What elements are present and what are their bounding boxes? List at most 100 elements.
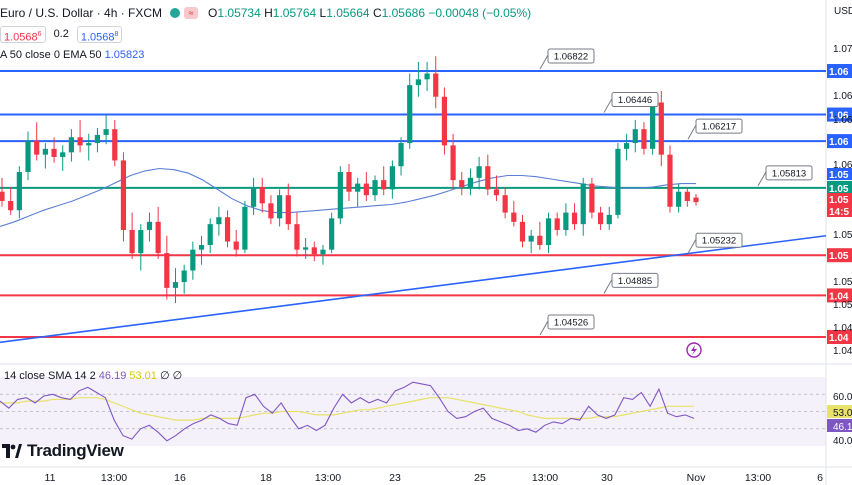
candle-body[interactable] [407, 85, 413, 144]
candle-body[interactable] [268, 203, 274, 219]
candle-body[interactable] [129, 229, 135, 254]
candle-body[interactable] [51, 148, 57, 157]
level-callout[interactable] [547, 314, 595, 330]
candle-body[interactable] [103, 129, 109, 135]
rsi-line[interactable] [0, 381, 695, 442]
candle-body[interactable] [198, 245, 205, 250]
candle-body[interactable] [476, 166, 482, 178]
candle-body[interactable] [86, 143, 92, 146]
candle-body[interactable] [181, 270, 187, 283]
candle-body[interactable] [311, 247, 317, 255]
candle-body[interactable] [580, 183, 586, 225]
candle-body[interactable] [120, 160, 127, 230]
candle-body[interactable] [381, 180, 387, 190]
level-callout[interactable] [695, 232, 743, 248]
candle-body[interactable] [164, 253, 170, 288]
candle-body[interactable] [424, 73, 430, 80]
candle-body[interactable] [554, 218, 560, 230]
candle-body[interactable] [676, 191, 682, 207]
candle-body[interactable] [233, 241, 239, 250]
rsi-sma-line[interactable] [0, 397, 694, 421]
candle-body[interactable] [337, 172, 343, 219]
candle-body[interactable] [693, 197, 699, 203]
candle-body[interactable] [94, 134, 101, 144]
candle-body[interactable] [8, 200, 14, 211]
symbol-title[interactable]: Euro / U.S. Dollar · 4h · FXCM [0, 6, 163, 20]
candle-body[interactable] [285, 195, 291, 225]
candle-body[interactable] [615, 148, 621, 215]
candle-body[interactable] [485, 166, 491, 190]
candle-body[interactable] [571, 212, 578, 225]
lightning-icon[interactable] [686, 342, 702, 358]
candle-body[interactable] [0, 191, 5, 201]
candle-body[interactable] [77, 137, 83, 146]
candle-body[interactable] [537, 235, 543, 246]
candle-body[interactable] [624, 143, 630, 149]
level-callout[interactable] [611, 92, 659, 108]
candle-body[interactable] [277, 195, 283, 219]
candle-body[interactable] [172, 282, 179, 288]
candle-body[interactable] [658, 102, 664, 155]
candle-body[interactable] [650, 102, 656, 149]
candle-body[interactable] [511, 212, 517, 222]
level-callout[interactable] [547, 48, 595, 64]
candle-body[interactable] [667, 154, 673, 207]
level-callout[interactable] [695, 118, 743, 134]
buy-button[interactable]: 1.05688 [76, 25, 123, 43]
candle-body[interactable] [450, 145, 456, 181]
candle-body[interactable] [502, 195, 508, 213]
candle-body[interactable] [346, 172, 352, 192]
candle-body[interactable] [597, 212, 604, 225]
candle-body[interactable] [563, 212, 569, 230]
candle-body[interactable] [684, 191, 690, 201]
candle-body[interactable] [294, 224, 300, 250]
candle-body[interactable] [459, 180, 465, 188]
candle-body[interactable] [25, 140, 31, 173]
candle-body[interactable] [138, 229, 144, 254]
candle-body[interactable] [441, 96, 448, 146]
candle-body[interactable] [68, 137, 74, 153]
candle-body[interactable] [320, 249, 326, 255]
level-callout[interactable] [611, 272, 659, 288]
candle-body[interactable] [493, 189, 500, 196]
candle-body[interactable] [259, 187, 265, 204]
candle-body[interactable] [329, 218, 335, 250]
candle-body[interactable] [433, 73, 439, 97]
candle-body[interactable] [372, 180, 378, 196]
candle-body[interactable] [34, 140, 40, 155]
tradingview-logo[interactable]: TradingView [2, 441, 124, 461]
candle-body[interactable] [589, 183, 595, 213]
candle-body[interactable] [112, 129, 118, 161]
candle-body[interactable] [303, 247, 309, 250]
candle-body[interactable] [398, 143, 404, 167]
candle-body[interactable] [207, 224, 213, 246]
candle-body[interactable] [545, 218, 552, 246]
candle-body[interactable] [363, 183, 369, 196]
candle-body[interactable] [606, 214, 612, 225]
flag-icon[interactable]: ≈ [184, 7, 199, 19]
rsi-legend[interactable]: 14 close SMA 14 2 46.19 53.01 ∅ ∅ [4, 370, 183, 382]
candle-body[interactable] [467, 177, 474, 188]
ema-legend[interactable]: A 50 close 0 EMA 50 1.05823 [0, 49, 145, 61]
candle-body[interactable] [250, 187, 257, 207]
candle-body[interactable] [528, 235, 534, 242]
candle-body[interactable] [389, 166, 395, 190]
candle-body[interactable] [355, 183, 361, 192]
ema50-line[interactable] [0, 167, 696, 228]
candle-body[interactable] [42, 148, 48, 155]
candle-body[interactable] [190, 249, 196, 271]
candle-body[interactable] [146, 221, 153, 230]
candle-body[interactable] [16, 172, 22, 211]
candle-body[interactable] [224, 217, 231, 242]
candle-body[interactable] [155, 221, 161, 254]
candle-body[interactable] [519, 221, 526, 242]
sell-button[interactable]: 1.05686 [0, 25, 46, 43]
support-trendline[interactable] [0, 234, 827, 344]
candle-body[interactable] [242, 206, 248, 250]
candle-body[interactable] [632, 129, 638, 144]
candle-body[interactable] [415, 79, 421, 86]
candle-body[interactable] [641, 129, 647, 149]
candle-body[interactable] [60, 152, 66, 157]
level-callout[interactable] [765, 165, 813, 181]
